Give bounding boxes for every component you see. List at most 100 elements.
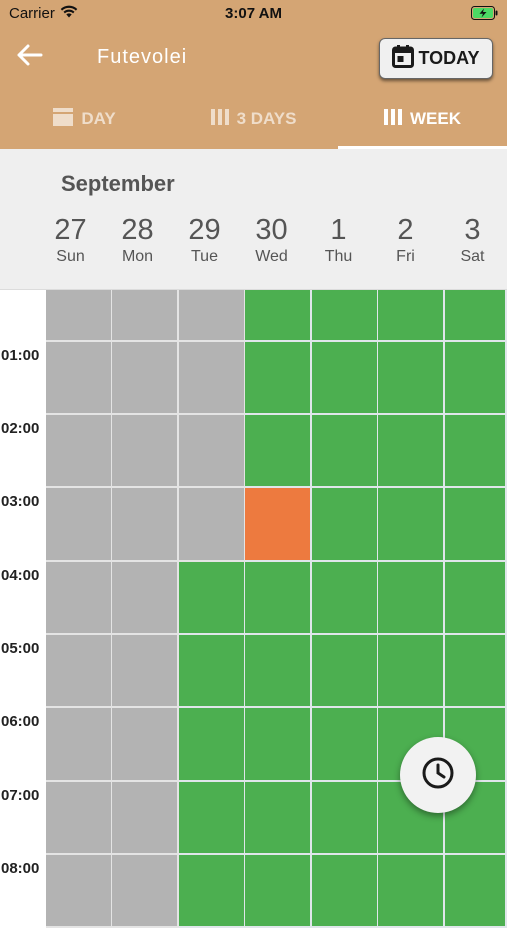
day-header[interactable]: 29 Tue <box>171 213 238 267</box>
available-slot[interactable] <box>245 342 312 415</box>
available-slot[interactable] <box>378 855 445 928</box>
available-slot[interactable] <box>445 562 507 635</box>
available-slot[interactable] <box>445 635 507 708</box>
hour-label: 04:00 <box>1 567 40 584</box>
hour-label: 06:00 <box>1 713 40 730</box>
available-slot[interactable] <box>445 342 507 415</box>
day-header[interactable]: 1 Thu <box>305 213 372 267</box>
day-name: Thu <box>324 248 353 265</box>
available-slot[interactable] <box>312 415 379 488</box>
week-header: September 27 Sun 28 Mon 29 Tue 30 Wed 1 … <box>0 149 507 290</box>
past-slot[interactable] <box>46 782 113 855</box>
day-name: Mon <box>121 248 154 265</box>
hour-label: 07:00 <box>1 787 40 804</box>
past-slot[interactable] <box>46 290 113 342</box>
past-slot[interactable] <box>46 855 113 928</box>
past-slot[interactable] <box>46 415 113 488</box>
tab-day[interactable]: DAY <box>0 92 169 146</box>
hour-label: 08:00 <box>1 860 40 877</box>
past-slot[interactable] <box>112 708 179 782</box>
past-slot[interactable] <box>112 342 179 415</box>
day-number: 30 <box>255 214 288 246</box>
available-slot[interactable] <box>245 782 312 855</box>
tab-3-days[interactable]: 3 DAYS <box>169 92 338 146</box>
time-picker-button[interactable] <box>400 737 476 813</box>
past-slot[interactable] <box>112 415 179 488</box>
day-number: 3 <box>464 214 481 246</box>
navigation-bar: Futevolei TODAY <box>0 26 507 92</box>
tab-3-days-label: 3 DAYS <box>236 109 297 128</box>
page-title: Futevolei <box>97 46 188 68</box>
today-button[interactable]: TODAY <box>379 38 493 79</box>
three-columns-icon <box>210 108 229 130</box>
carrier-label: Carrier <box>9 5 55 22</box>
day-header[interactable]: 28 Mon <box>104 213 171 267</box>
available-slot[interactable] <box>378 635 445 708</box>
past-slot[interactable] <box>112 290 179 342</box>
available-slot[interactable] <box>378 415 445 488</box>
available-slot[interactable] <box>312 782 379 855</box>
available-slot[interactable] <box>378 290 445 342</box>
available-slot[interactable] <box>312 290 379 342</box>
available-slot[interactable] <box>445 488 507 562</box>
past-slot[interactable] <box>46 708 113 782</box>
available-slot[interactable] <box>245 415 312 488</box>
available-slot[interactable] <box>179 635 246 708</box>
available-slot[interactable] <box>245 708 312 782</box>
available-slot[interactable] <box>312 488 379 562</box>
booked-slot[interactable] <box>245 488 312 562</box>
clock-icon <box>421 756 455 795</box>
arrow-left-icon <box>15 43 43 72</box>
battery-charging-icon <box>471 6 498 24</box>
wifi-icon <box>60 5 78 22</box>
available-slot[interactable] <box>312 562 379 635</box>
past-slot[interactable] <box>179 290 246 342</box>
available-slot[interactable] <box>378 488 445 562</box>
available-slot[interactable] <box>179 855 246 928</box>
available-slot[interactable] <box>312 635 379 708</box>
past-slot[interactable] <box>46 488 113 562</box>
day-name: Tue <box>191 248 218 265</box>
day-number: 29 <box>188 214 221 246</box>
past-slot[interactable] <box>112 855 179 928</box>
past-slot[interactable] <box>46 635 113 708</box>
day-header[interactable]: 2 Fri <box>372 213 439 267</box>
past-slot[interactable] <box>46 342 113 415</box>
hour-label: 03:00 <box>1 493 40 510</box>
day-header[interactable]: 27 Sun <box>37 213 104 267</box>
available-slot[interactable] <box>312 342 379 415</box>
available-slot[interactable] <box>445 290 507 342</box>
past-slot[interactable] <box>179 342 246 415</box>
available-slot[interactable] <box>245 635 312 708</box>
available-slot[interactable] <box>179 708 246 782</box>
available-slot[interactable] <box>245 855 312 928</box>
available-slot[interactable] <box>445 415 507 488</box>
available-slot[interactable] <box>245 562 312 635</box>
available-slot[interactable] <box>312 855 379 928</box>
available-slot[interactable] <box>245 290 312 342</box>
week-columns-icon <box>384 108 402 130</box>
available-slot[interactable] <box>378 342 445 415</box>
today-label: TODAY <box>418 48 480 68</box>
day-header[interactable]: 30 Wed <box>238 213 305 267</box>
day-name: Sun <box>56 248 85 265</box>
past-slot[interactable] <box>112 635 179 708</box>
past-slot[interactable] <box>112 782 179 855</box>
view-tabs: DAY 3 DAYS WEEK <box>0 92 507 149</box>
past-slot[interactable] <box>179 488 246 562</box>
back-button[interactable] <box>10 40 48 74</box>
day-name: Wed <box>255 248 288 265</box>
available-slot[interactable] <box>312 708 379 782</box>
day-header[interactable]: 3 Sat <box>439 213 506 267</box>
past-slot[interactable] <box>179 415 246 488</box>
past-slot[interactable] <box>112 488 179 562</box>
tab-day-label: DAY <box>81 109 116 128</box>
past-slot[interactable] <box>46 562 113 635</box>
past-slot[interactable] <box>112 562 179 635</box>
tab-week[interactable]: WEEK <box>338 92 507 146</box>
hour-label: 05:00 <box>1 640 40 657</box>
available-slot[interactable] <box>179 562 246 635</box>
available-slot[interactable] <box>378 562 445 635</box>
available-slot[interactable] <box>179 782 246 855</box>
available-slot[interactable] <box>445 855 507 928</box>
